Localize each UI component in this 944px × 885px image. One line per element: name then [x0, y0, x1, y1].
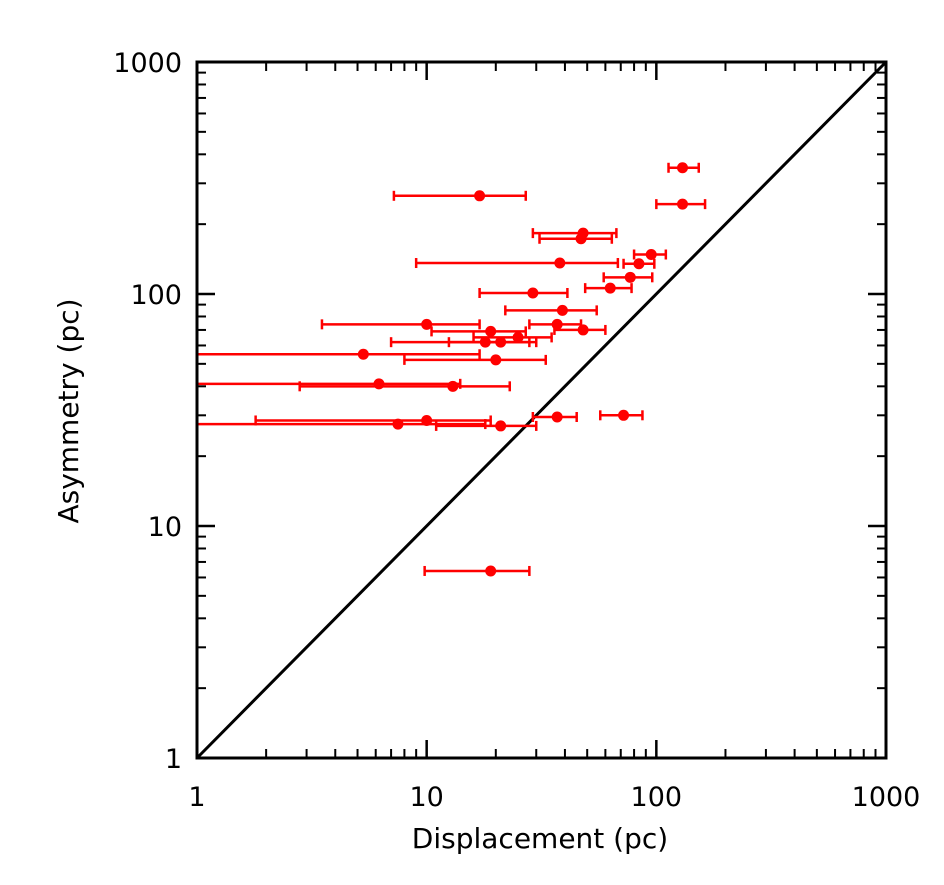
data-point-marker — [575, 233, 587, 245]
data-point-marker — [604, 282, 616, 294]
data-point — [430, 325, 527, 337]
data-point-marker — [527, 287, 539, 299]
y-tick-label: 1 — [165, 744, 182, 775]
data-point — [414, 257, 620, 269]
data-point-marker — [447, 380, 459, 392]
y-tick-label: 10 — [148, 512, 182, 543]
data-points-layer — [197, 162, 707, 577]
data-point — [602, 271, 654, 283]
data-point-marker — [677, 198, 689, 210]
x-tick-label: 10 — [409, 782, 443, 813]
x-axis-title: Displacement (pc) — [412, 822, 668, 855]
data-point-marker — [373, 378, 385, 390]
data-point — [599, 409, 644, 421]
x-tick-label: 1000 — [852, 782, 921, 813]
data-point — [197, 348, 481, 360]
data-point — [447, 336, 538, 348]
data-point — [392, 190, 527, 202]
data-point-marker — [624, 271, 636, 283]
data-point-marker — [490, 354, 502, 366]
y-tick-label: 1000 — [113, 48, 182, 79]
y-axis-title: Asymmetry (pc) — [52, 298, 85, 523]
data-point-marker — [474, 190, 486, 202]
data-point-marker — [551, 411, 563, 423]
data-point — [403, 354, 548, 366]
x-tick-label: 100 — [631, 782, 683, 813]
data-point-marker — [633, 258, 645, 270]
data-point-marker — [495, 336, 507, 348]
data-point — [478, 287, 569, 299]
data-point-marker — [485, 565, 497, 577]
data-point — [298, 380, 511, 392]
data-point-marker — [677, 162, 689, 174]
data-point — [423, 565, 531, 577]
y-tick-label: 100 — [130, 280, 182, 311]
data-point — [528, 318, 583, 330]
data-point-marker — [512, 331, 524, 343]
tick-labels-layer: 1 10 100 1000 1 10 100 1000 — [113, 48, 920, 813]
reference-line-layer — [195, 60, 888, 760]
data-point — [632, 248, 668, 260]
plot-frame — [195, 60, 888, 760]
data-point — [531, 227, 618, 239]
data-point-marker — [645, 248, 657, 260]
data-point-marker — [392, 418, 404, 430]
data-point — [504, 304, 598, 316]
data-point — [531, 411, 578, 423]
data-point-marker — [485, 325, 497, 337]
data-point-marker — [495, 420, 507, 432]
data-point-marker — [357, 348, 369, 360]
data-point-marker — [421, 318, 433, 330]
data-point — [622, 258, 656, 270]
x-tick-label: 1 — [188, 782, 205, 813]
axes-layer — [195, 60, 888, 760]
reference-line-y-equals-x — [195, 60, 888, 760]
data-point — [538, 233, 614, 245]
data-point — [655, 198, 707, 210]
data-point-marker — [577, 324, 589, 336]
data-point — [667, 162, 701, 174]
data-point — [320, 318, 481, 330]
data-point — [553, 324, 607, 336]
data-point — [583, 282, 633, 294]
data-point — [434, 420, 538, 432]
data-point-marker — [554, 257, 566, 269]
data-point-marker — [618, 409, 630, 421]
data-point-marker — [556, 304, 568, 316]
